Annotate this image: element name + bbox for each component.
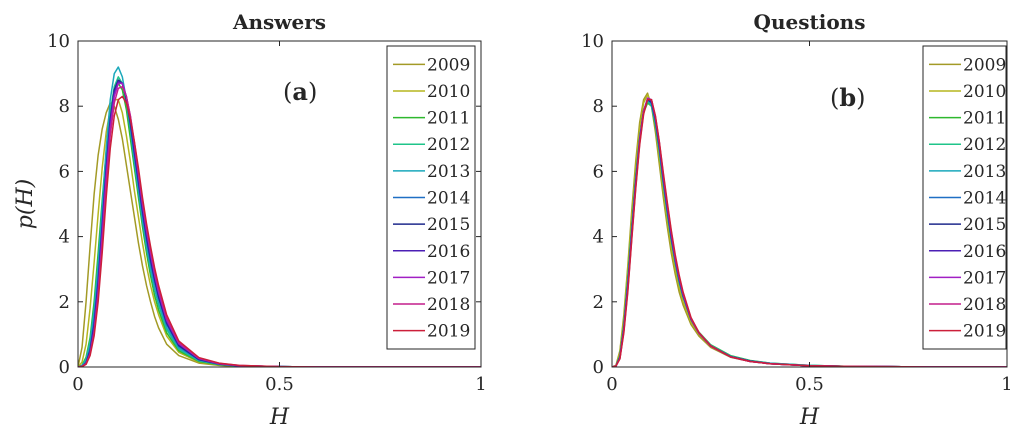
panel-answers: 0 0.5 10246810AnswersHp(H)(a)2009201020112… bbox=[13, 10, 487, 430]
legend-entry-2013: 2013 bbox=[427, 162, 470, 182]
series-line-2019 bbox=[612, 98, 1007, 367]
y-tick-label: 0 bbox=[59, 357, 70, 378]
y-tick-label: 4 bbox=[593, 227, 604, 248]
y-tick-label: 10 bbox=[47, 31, 70, 52]
legend-entry-2014: 2014 bbox=[963, 189, 1006, 209]
y-tick-label: 10 bbox=[581, 31, 604, 52]
legend-entry-2012: 2012 bbox=[427, 135, 470, 155]
legend-entry-2011: 2011 bbox=[427, 109, 470, 129]
x-tick-label: 1 bbox=[1001, 374, 1010, 395]
legend-entry-2017: 2017 bbox=[427, 268, 470, 288]
legend-entry-2016: 2016 bbox=[963, 242, 1006, 262]
legend-entry-2009: 2009 bbox=[427, 55, 470, 75]
chart-title: Answers bbox=[232, 10, 326, 34]
series-group bbox=[78, 66, 481, 367]
legend-entry-2015: 2015 bbox=[963, 215, 1006, 235]
y-tick-label: 4 bbox=[59, 227, 70, 248]
legend-entry-2011: 2011 bbox=[963, 109, 1006, 129]
x-axis-label: H bbox=[269, 405, 290, 430]
panel-questions: 0 0.5 10246810QuestionsH(b)200920102011201… bbox=[581, 10, 1010, 430]
x-tick-label: 0 bbox=[606, 374, 617, 395]
legend-entry-2010: 2010 bbox=[427, 82, 470, 102]
y-tick-label: 6 bbox=[593, 161, 604, 182]
legend-entry-2014: 2014 bbox=[427, 189, 470, 209]
legend-entry-2018: 2018 bbox=[427, 295, 470, 315]
series-line-2019 bbox=[78, 95, 481, 367]
chart-title: Questions bbox=[754, 10, 866, 34]
panel-label: (a) bbox=[283, 77, 317, 106]
y-tick-label: 8 bbox=[593, 96, 604, 117]
legend-entry-2019: 2019 bbox=[963, 322, 1006, 342]
x-tick-label: 0 bbox=[72, 374, 83, 395]
legend-entry-2016: 2016 bbox=[427, 242, 470, 262]
legend: 2009 2010 2011 2012 2013 2014 2015 2016 2017 2018… bbox=[922, 45, 1007, 350]
x-tick-label: 1 bbox=[475, 374, 486, 395]
legend-entry-2018: 2018 bbox=[963, 295, 1006, 315]
y-tick-label: 0 bbox=[593, 357, 604, 378]
x-tick-label: 0.5 bbox=[795, 374, 824, 395]
y-axis-label: p(H) bbox=[13, 179, 38, 229]
y-tick-label: 2 bbox=[593, 292, 604, 313]
panel-label: (b) bbox=[830, 83, 866, 112]
legend-entry-2019: 2019 bbox=[427, 322, 470, 342]
legend-entry-2009: 2009 bbox=[963, 55, 1006, 75]
legend-entry-2017: 2017 bbox=[963, 268, 1006, 288]
series-group bbox=[612, 92, 1007, 367]
y-tick-label: 2 bbox=[59, 292, 70, 313]
legend-entry-2012: 2012 bbox=[963, 135, 1006, 155]
x-axis-label: H bbox=[799, 405, 820, 430]
x-tick-label: 0.5 bbox=[265, 374, 294, 395]
legend-entry-2010: 2010 bbox=[963, 82, 1006, 102]
y-tick-label: 8 bbox=[59, 96, 70, 117]
legend-entry-2013: 2013 bbox=[963, 162, 1006, 182]
legend-entry-2015: 2015 bbox=[427, 215, 470, 235]
legend: 2009 2010 2011 2012 2013 2014 2015 2016 2017 2018… bbox=[386, 45, 476, 350]
y-tick-label: 6 bbox=[59, 161, 70, 182]
